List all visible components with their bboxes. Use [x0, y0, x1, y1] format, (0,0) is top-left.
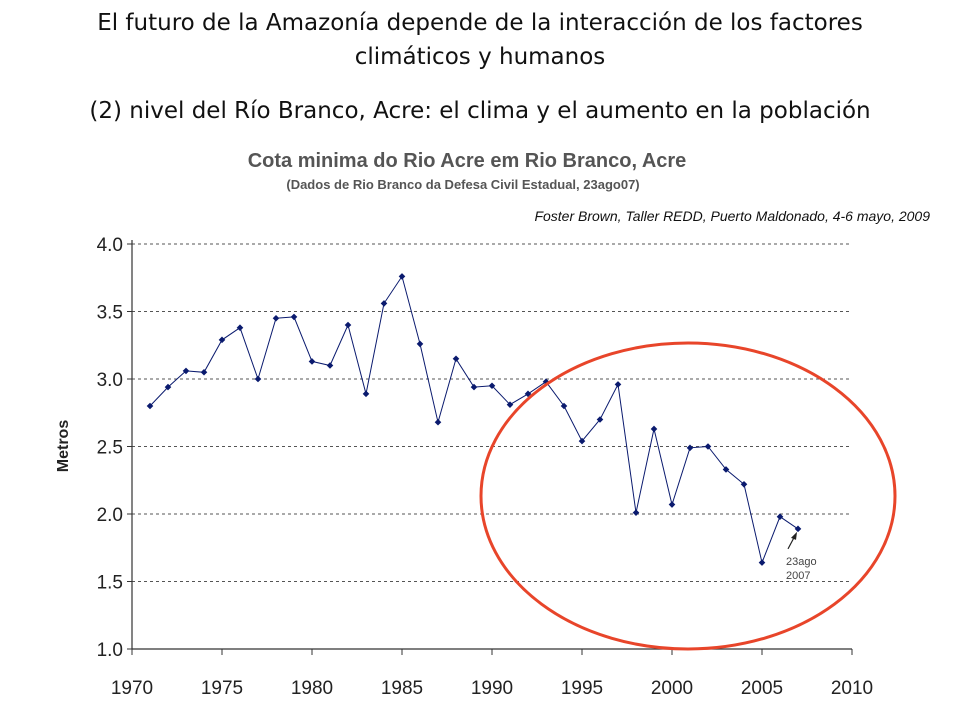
series	[146, 273, 802, 566]
data-point	[434, 418, 442, 426]
x-tick-label: 1990	[471, 678, 513, 699]
data-point	[704, 443, 712, 450]
data-point	[218, 336, 226, 344]
data-point	[272, 314, 280, 322]
data-point	[650, 425, 658, 433]
x-tick-label: 2005	[741, 678, 783, 699]
data-point	[668, 501, 676, 508]
data-point	[524, 390, 532, 398]
data-point	[776, 513, 784, 520]
chart-subtitle: (Dados de Rio Branco da Defesa Civil Est…	[286, 177, 639, 192]
y-tick-label: 3.0	[97, 370, 123, 391]
annotation-label-line1: 23ago	[786, 556, 817, 568]
x-tick-label: 2010	[831, 678, 873, 699]
data-point	[758, 559, 766, 566]
data-point	[740, 481, 748, 488]
data-point	[614, 381, 622, 388]
y-tick-label: 2.5	[97, 438, 123, 459]
x-tick-label: 1995	[561, 678, 603, 699]
data-point	[506, 401, 514, 408]
data-point	[686, 444, 694, 452]
x-tick-label: 1975	[201, 678, 243, 699]
y-tick-label: 4.0	[97, 235, 123, 256]
data-point	[722, 466, 730, 473]
chart-title: Cota minima do Rio Acre em Rio Branco, A…	[248, 150, 687, 172]
x-tick-label: 2000	[651, 678, 693, 699]
credit-text: Foster Brown, Taller REDD, Puerto Maldon…	[534, 208, 930, 224]
x-tick-label: 1970	[111, 678, 153, 699]
data-point	[794, 525, 802, 533]
data-point	[578, 437, 586, 445]
data-point	[560, 402, 568, 410]
data-point	[344, 321, 352, 329]
data-point	[362, 390, 370, 398]
data-point	[236, 324, 244, 331]
data-point	[308, 358, 316, 365]
data-point	[380, 300, 388, 307]
data-point	[200, 368, 208, 376]
y-tick-label: 1.5	[97, 573, 123, 594]
y-tick-label: 2.0	[97, 505, 123, 526]
slide-subtitle: (2) nivel del Río Branco, Acre: el clima…	[89, 98, 871, 124]
data-point	[398, 273, 406, 280]
slide-title-line1: El futuro de la Amazonía depende de la i…	[97, 10, 863, 36]
data-point	[488, 382, 496, 390]
data-point	[146, 402, 154, 410]
data-point	[164, 383, 172, 391]
data-point	[326, 362, 334, 369]
series-line	[149, 275, 799, 565]
data-point	[416, 340, 424, 348]
grid	[132, 243, 852, 582]
highlight-ellipse	[479, 341, 897, 651]
y-tick-label: 1.0	[97, 640, 123, 661]
annotation-arrowhead	[791, 531, 797, 540]
x-tick-label: 1985	[381, 678, 423, 699]
data-point	[290, 313, 298, 321]
data-point	[254, 375, 262, 383]
y-tick-label: 3.5	[97, 303, 123, 324]
x-tick-label: 1980	[291, 678, 333, 699]
data-point	[596, 416, 604, 423]
data-point	[452, 355, 460, 363]
annotation: 23ago 2007	[786, 531, 817, 582]
data-point	[632, 509, 640, 516]
data-point	[542, 378, 550, 385]
y-axis-label: Metros	[55, 420, 72, 473]
data-point	[470, 383, 478, 391]
slide-title: El futuro de la Amazonía depende de la i…	[20, 6, 940, 74]
axes: 1.0 1.5 2.0 2.5 3.0 3.5 4.0 1970 1975 1980 1985 199…	[97, 235, 874, 699]
slide-title-line2: climáticos y humanos	[354, 44, 606, 70]
annotation-label-line2: 2007	[786, 570, 810, 582]
data-point	[182, 367, 190, 375]
